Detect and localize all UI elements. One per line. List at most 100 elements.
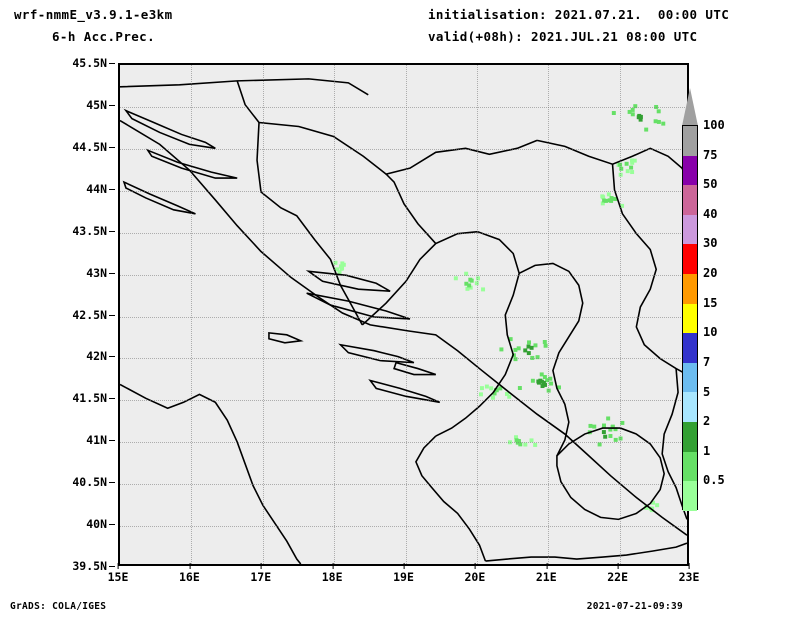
map-plot-area[interactable] xyxy=(118,63,689,566)
tick-mark xyxy=(109,314,115,316)
y-axis-tick-label: 45N xyxy=(86,98,115,112)
colorbar-segment xyxy=(683,422,697,452)
y-axis-tick-label: 45.5N xyxy=(72,56,115,70)
y-axis-tick-label: 44.5N xyxy=(72,140,115,154)
tick-mark xyxy=(109,272,115,274)
render-timestamp: 2021-07-21-09:39 xyxy=(586,601,683,612)
model-title: wrf-nmmE_v3.9.1-e3km xyxy=(14,7,173,22)
colorbar-tick-label: 0.5 xyxy=(703,473,725,488)
tick-mark xyxy=(689,563,690,569)
gridline-vertical xyxy=(334,65,336,564)
precipitation-layer xyxy=(333,104,666,513)
tick-mark xyxy=(546,563,548,569)
precipitation-region xyxy=(600,192,625,208)
y-axis-tick-label: 44N xyxy=(86,182,115,196)
y-axis-tick-label: 40.5N xyxy=(72,475,115,489)
tick-mark xyxy=(474,563,476,569)
x-axis-tick-label: 19E xyxy=(393,563,414,584)
grads-credit: GrADS: COLA/IGES xyxy=(10,601,107,612)
colorbar-tick-label: 50 xyxy=(703,177,718,192)
colorbar[interactable] xyxy=(682,125,698,511)
gridline-vertical xyxy=(548,65,550,564)
x-axis-tick-label: 21E xyxy=(536,563,557,584)
colorbar-tick-label: 40 xyxy=(703,206,718,221)
colorbar-tick-label: 75 xyxy=(703,147,718,162)
colorbar-overflow-arrow xyxy=(682,88,698,126)
gridline-vertical xyxy=(262,65,264,564)
precipitation-region xyxy=(478,384,512,400)
tick-mark xyxy=(109,230,115,232)
y-axis-tick-label: 41.5N xyxy=(72,391,115,405)
precipitation-region xyxy=(453,271,486,292)
tick-mark xyxy=(109,356,115,358)
colorbar-tick-label: 15 xyxy=(703,295,718,310)
y-axis-tick-label: 43N xyxy=(86,266,115,280)
tick-mark xyxy=(189,563,191,569)
precipitation-region xyxy=(333,260,346,275)
gridline-horizontal xyxy=(120,526,687,528)
x-axis-tick-label: 17E xyxy=(250,563,271,584)
y-axis-tick-label: 40N xyxy=(86,517,115,531)
colorbar-segment xyxy=(683,244,697,275)
gridline-horizontal xyxy=(120,442,687,444)
colorbar-segment xyxy=(683,362,697,393)
y-axis-tick-label: 42.5N xyxy=(72,308,115,322)
gridline-horizontal xyxy=(120,232,687,234)
map-vector-layer xyxy=(120,78,687,564)
colorbar-segment xyxy=(683,155,697,186)
colorbar-tick-label: 2 xyxy=(703,414,711,429)
x-axis-tick-label: 16E xyxy=(179,563,200,584)
tick-mark xyxy=(109,566,115,567)
coastline-border-layer xyxy=(120,78,687,564)
colorbar-segment xyxy=(683,451,697,482)
tick-mark xyxy=(332,563,334,569)
precipitation-region xyxy=(507,435,538,447)
colorbar-tick-label: 100 xyxy=(703,118,725,132)
gridline-horizontal xyxy=(120,400,687,402)
tick-mark xyxy=(109,482,115,484)
colorbar-segment xyxy=(683,392,697,423)
tick-mark xyxy=(118,563,119,569)
x-axis-tick-label: 15E xyxy=(108,563,128,584)
colorbar-segment xyxy=(683,185,697,215)
gridline-horizontal xyxy=(120,148,687,150)
gridline-horizontal xyxy=(120,190,687,192)
gridline-vertical xyxy=(619,65,621,564)
valid-time: valid(+08h): 2021.JUL.21 08:00 UTC xyxy=(428,29,698,44)
colorbar-tick-label: 10 xyxy=(703,325,718,340)
colorbar-segment xyxy=(683,481,697,511)
tick-mark xyxy=(109,440,115,442)
colorbar-tick-label: 1 xyxy=(703,443,711,458)
colorbar-tick-label: 30 xyxy=(703,236,718,251)
x-axis-tick-label: 23E xyxy=(679,563,699,584)
x-axis-tick-label: 22E xyxy=(607,563,628,584)
gridline-vertical xyxy=(191,65,193,564)
gridline-vertical xyxy=(405,65,407,564)
gridline-horizontal xyxy=(120,358,687,360)
tick-mark xyxy=(260,563,262,569)
colorbar-segment xyxy=(683,126,697,156)
initialisation-time: initialisation: 2021.07.21. 00:00 UTC xyxy=(428,7,730,22)
gridline-horizontal xyxy=(120,484,687,486)
y-axis-tick-label: 42N xyxy=(86,349,115,363)
tick-mark xyxy=(109,188,115,190)
colorbar-segment xyxy=(683,214,697,245)
tick-mark xyxy=(109,104,115,106)
colorbar-tick-label: 5 xyxy=(703,384,711,399)
x-axis-tick-label: 20E xyxy=(464,563,485,584)
gridline-horizontal xyxy=(120,274,687,276)
y-axis-tick-label: 39.5N xyxy=(72,559,115,573)
y-axis-tick-label: 43.5N xyxy=(72,224,115,238)
gridline-vertical xyxy=(476,65,478,564)
y-axis-tick-label: 41N xyxy=(86,433,115,447)
gridline-horizontal xyxy=(120,316,687,318)
gridline-horizontal xyxy=(120,106,687,108)
colorbar-tick-label: 7 xyxy=(703,354,711,369)
tick-mark xyxy=(617,563,619,569)
tick-mark xyxy=(403,563,405,569)
colorbar-segment xyxy=(683,333,697,363)
tick-mark xyxy=(109,398,115,400)
tick-mark xyxy=(109,524,115,526)
arrow-up-icon xyxy=(682,88,698,126)
colorbar-segment xyxy=(683,303,697,334)
